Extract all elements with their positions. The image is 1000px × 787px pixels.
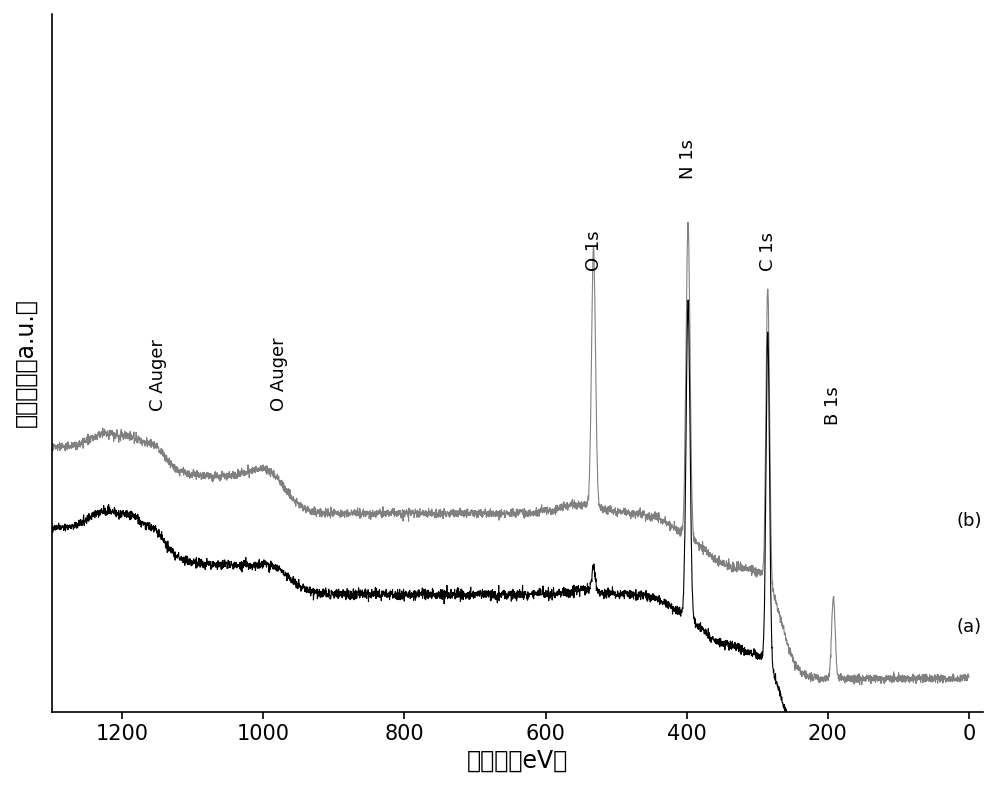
Text: C Auger: C Auger (149, 338, 167, 411)
Text: (a): (a) (956, 619, 981, 636)
Text: B 1s: B 1s (824, 386, 842, 425)
Text: O Auger: O Auger (270, 337, 288, 411)
Text: (b): (b) (956, 512, 982, 530)
Text: N 1s: N 1s (679, 139, 697, 179)
Text: C 1s: C 1s (759, 232, 777, 271)
X-axis label: 结合能（eV）: 结合能（eV） (467, 749, 568, 773)
Text: O 1s: O 1s (585, 231, 603, 271)
Y-axis label: 相对强度（a.u.）: 相对强度（a.u.） (14, 298, 38, 427)
